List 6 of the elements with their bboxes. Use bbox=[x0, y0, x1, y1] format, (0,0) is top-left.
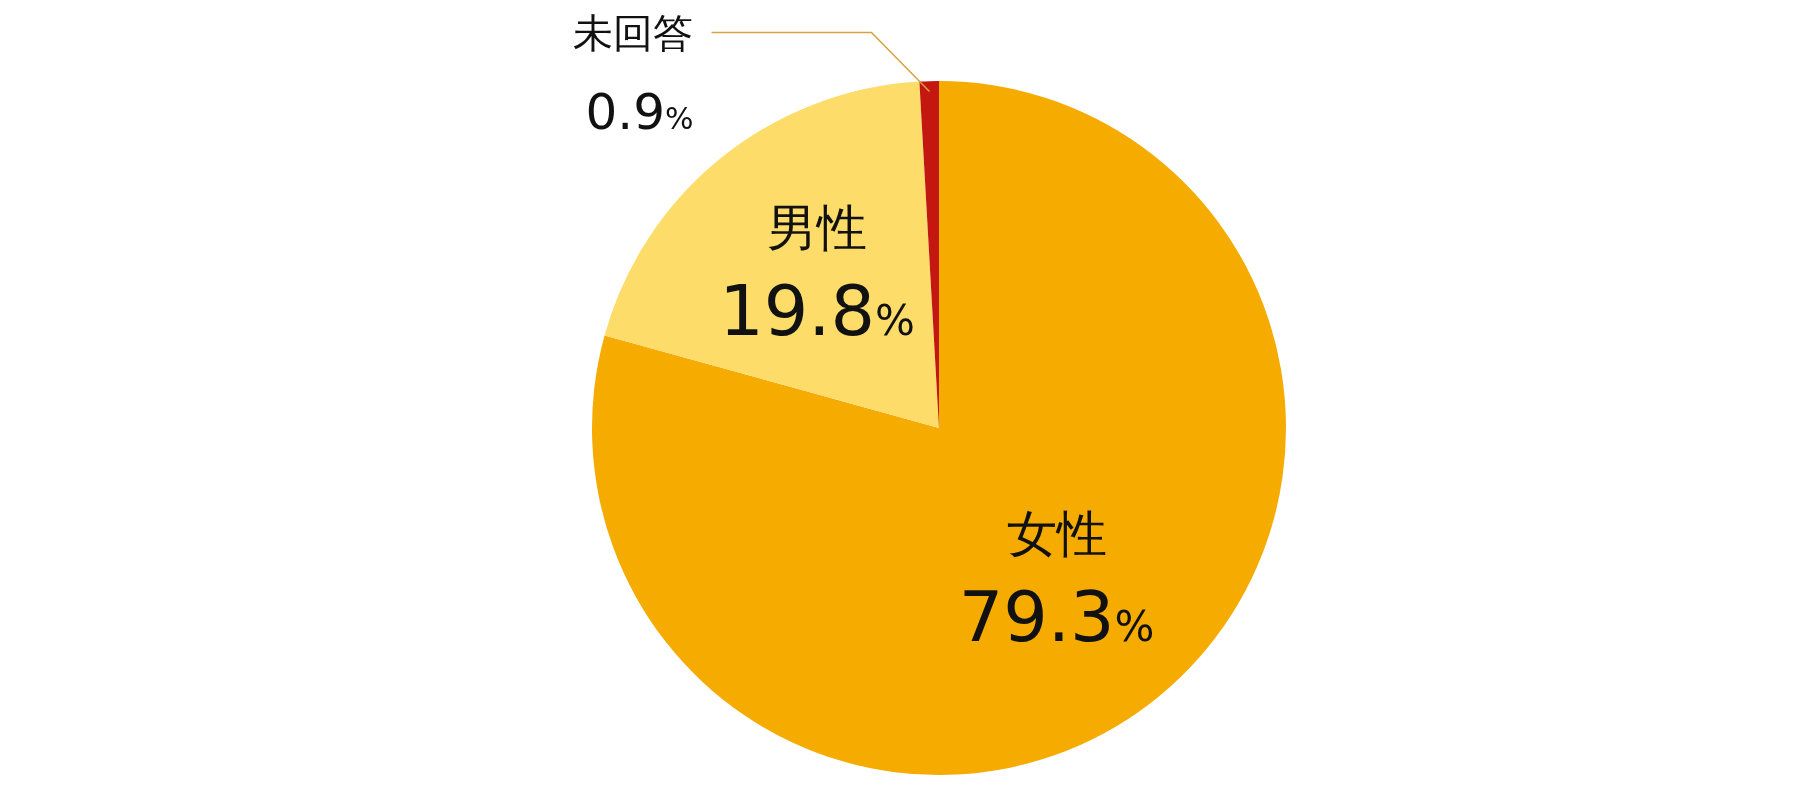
slice-label: 女性 bbox=[1006, 504, 1107, 563]
data-label: 79.3% bbox=[958, 575, 1155, 658]
slice-label: 未回答 bbox=[573, 9, 694, 56]
data-label: 19.8% bbox=[719, 269, 915, 352]
data-label: 0.9% bbox=[585, 82, 694, 141]
slice-label: 男性 bbox=[767, 198, 868, 257]
